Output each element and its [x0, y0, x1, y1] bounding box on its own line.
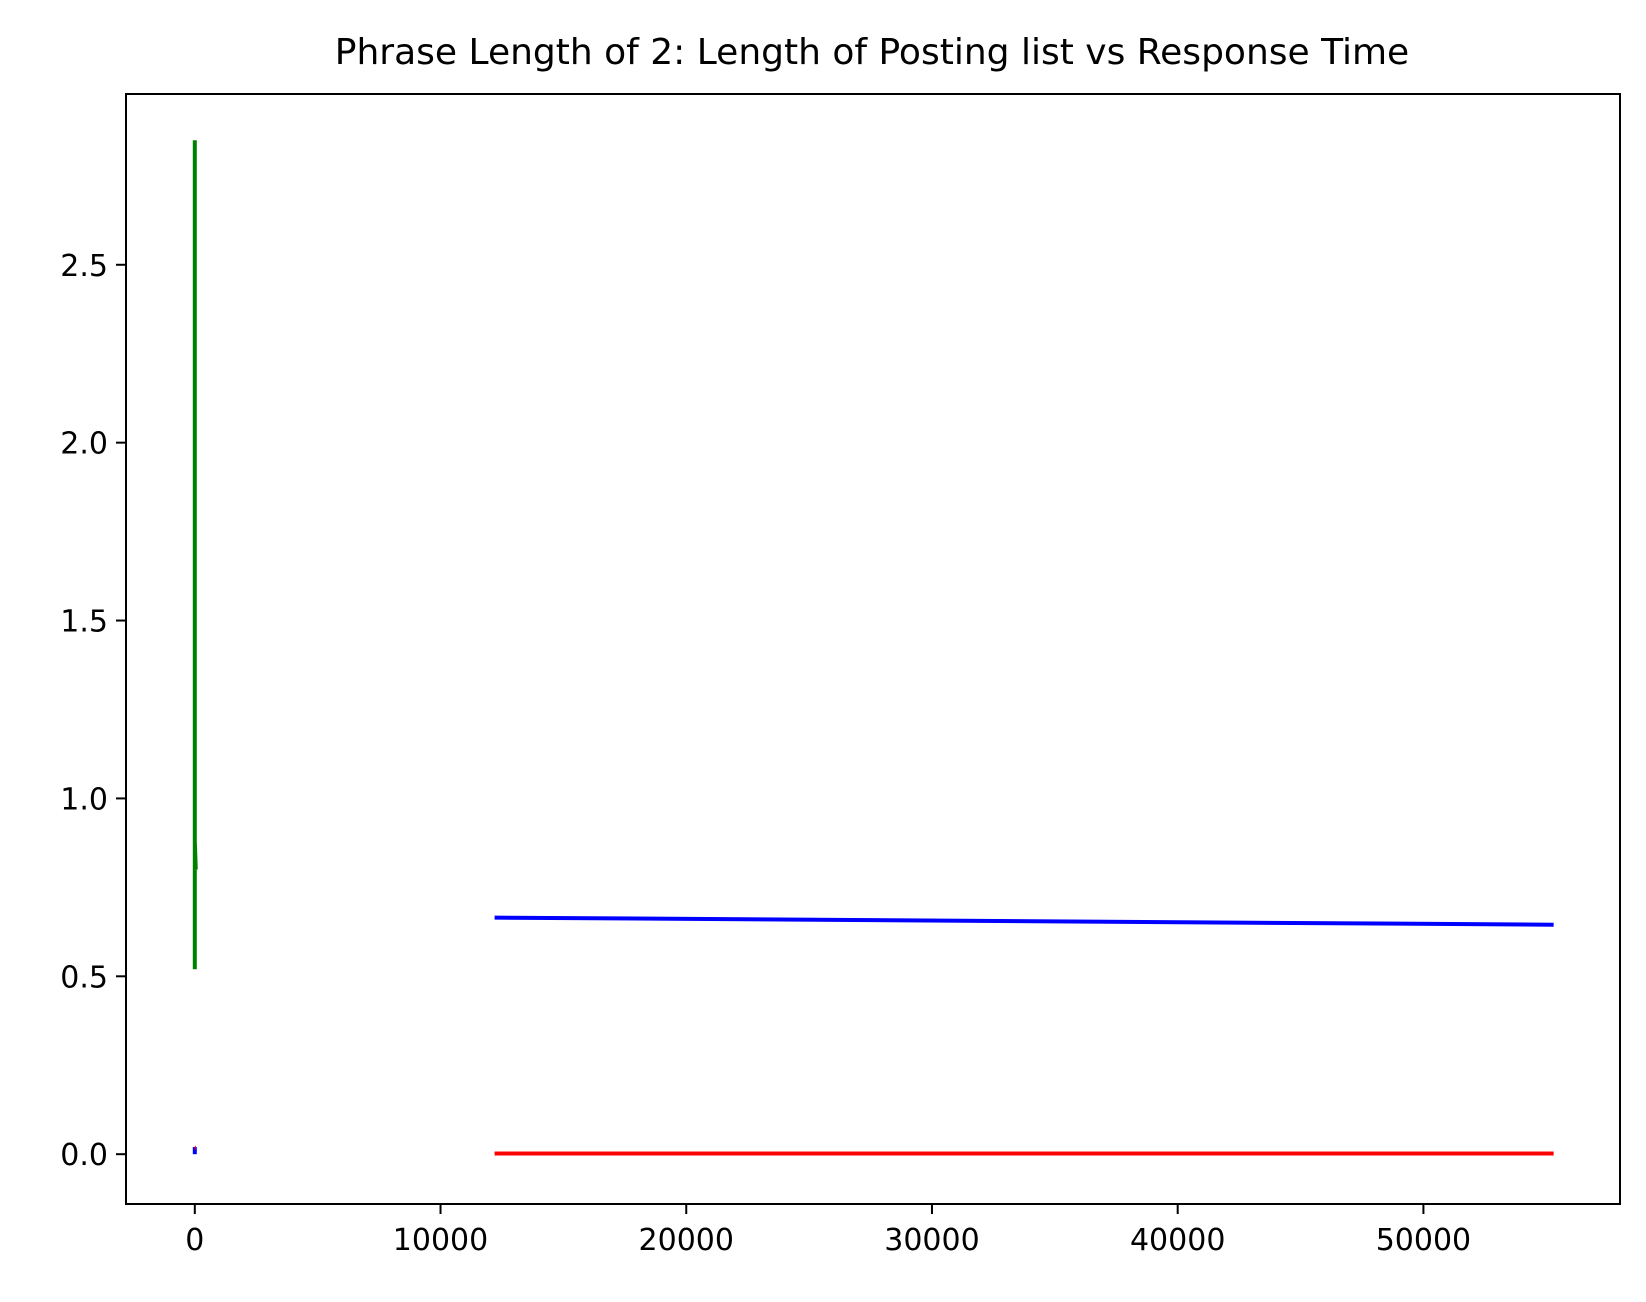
plot-area-frame	[125, 93, 1621, 1205]
x-tick-label: 50000	[1376, 1223, 1471, 1258]
y-axis-ticks: 0.0 0.5 1.0 1.5 2.0 2.5	[60, 249, 126, 1173]
y-tick-label: 1.0	[60, 782, 108, 817]
x-tick-label: 40000	[1130, 1223, 1225, 1258]
y-tick-label: 2.0	[60, 427, 108, 462]
series-line-1	[494, 915, 1554, 927]
y-tick-label: 1.5	[60, 605, 108, 640]
x-tick-label: 30000	[884, 1223, 979, 1258]
x-tick-label: 0	[185, 1223, 204, 1258]
chart-title: Phrase Length of 2: Length of Posting li…	[335, 32, 1409, 73]
series-layer	[192, 140, 1554, 1156]
x-axis-ticks: 0 10000 20000 30000 40000 50000	[185, 1204, 1471, 1258]
y-tick-label: 2.5	[60, 249, 108, 284]
y-tick-label: 0.0	[60, 1138, 108, 1173]
series-line-0	[192, 140, 198, 970]
y-tick-label: 0.5	[60, 960, 108, 995]
x-tick-label: 20000	[639, 1223, 734, 1258]
x-tick-label: 10000	[393, 1223, 488, 1258]
